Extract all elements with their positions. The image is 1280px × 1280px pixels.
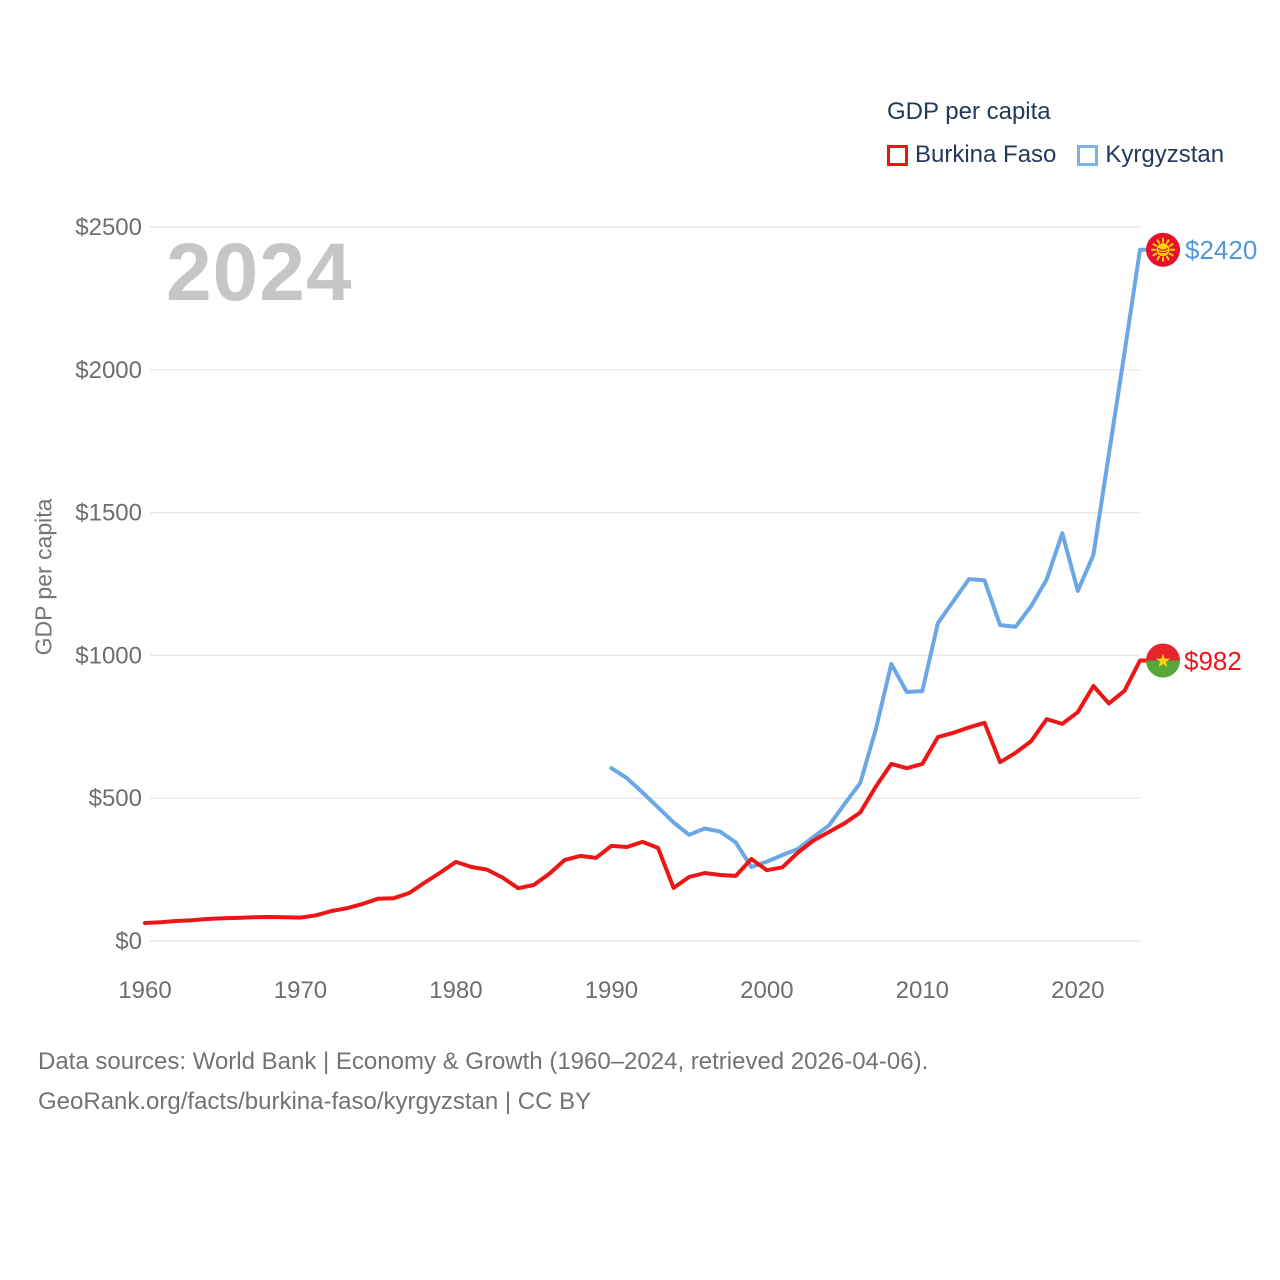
y-tick-label: $2500 <box>75 214 142 241</box>
y-tick-label: $0 <box>115 928 142 955</box>
source-attribution: Data sources: World Bank | Economy & Gro… <box>38 1042 928 1122</box>
y-tick-label: $2000 <box>75 357 142 384</box>
data-sources-line: Data sources: World Bank | Economy & Gro… <box>38 1048 929 1075</box>
kyrgyzstan-flag-icon <box>1146 232 1180 267</box>
x-tick-label: 2020 <box>1051 977 1104 1004</box>
burkina-faso-flag-icon <box>1146 643 1180 678</box>
x-tick-label: 1970 <box>274 977 327 1004</box>
series-lines <box>143 247 1154 925</box>
x-tick-label: 2000 <box>740 977 793 1004</box>
chart-legend: GDP per capita Burkina Faso Kyrgyzstan <box>887 98 1224 169</box>
kyrgyzstan-line <box>609 247 1154 869</box>
burkina-faso-line <box>143 658 1154 925</box>
x-tick-label: 1990 <box>585 977 638 1004</box>
y-tick-label: $1000 <box>75 642 142 669</box>
legend-item-kyrgyzstan[interactable]: Kyrgyzstan <box>1077 141 1224 169</box>
burkina-faso-swatch-icon <box>887 144 908 166</box>
year-watermark: 2024 <box>166 227 353 318</box>
y-axis-title: GDP per capita <box>30 498 57 656</box>
legend-items: Burkina Faso Kyrgyzstan <box>887 141 1224 169</box>
gridlines <box>150 226 1140 942</box>
kyrgyzstan-value-label: $2420 <box>1185 235 1258 265</box>
burkina-faso-value-label: $982 <box>1184 646 1242 676</box>
x-tick-label: 1960 <box>118 977 171 1004</box>
kyrgyzstan-swatch-icon <box>1077 144 1099 166</box>
legend-title: GDP per capita <box>887 98 1051 125</box>
y-tick-label: $500 <box>89 785 142 812</box>
legend-item-label: Burkina Faso <box>915 141 1057 168</box>
x-tick-label: 2010 <box>896 977 949 1004</box>
x-tick-label: 1980 <box>429 977 482 1004</box>
y-axis-tick-labels: $0 $500 $1000 $1500 $2000 $2500 <box>75 214 142 955</box>
legend-item-burkina-faso[interactable]: Burkina Faso <box>887 141 1056 169</box>
license-line: GeoRank.org/facts/burkina-faso/kyrgyzsta… <box>38 1088 592 1115</box>
x-axis-tick-labels: 1960 1970 1980 1990 2000 2010 2020 <box>118 977 1104 1004</box>
legend-item-label: Kyrgyzstan <box>1105 141 1225 168</box>
y-tick-label: $1500 <box>75 500 142 527</box>
